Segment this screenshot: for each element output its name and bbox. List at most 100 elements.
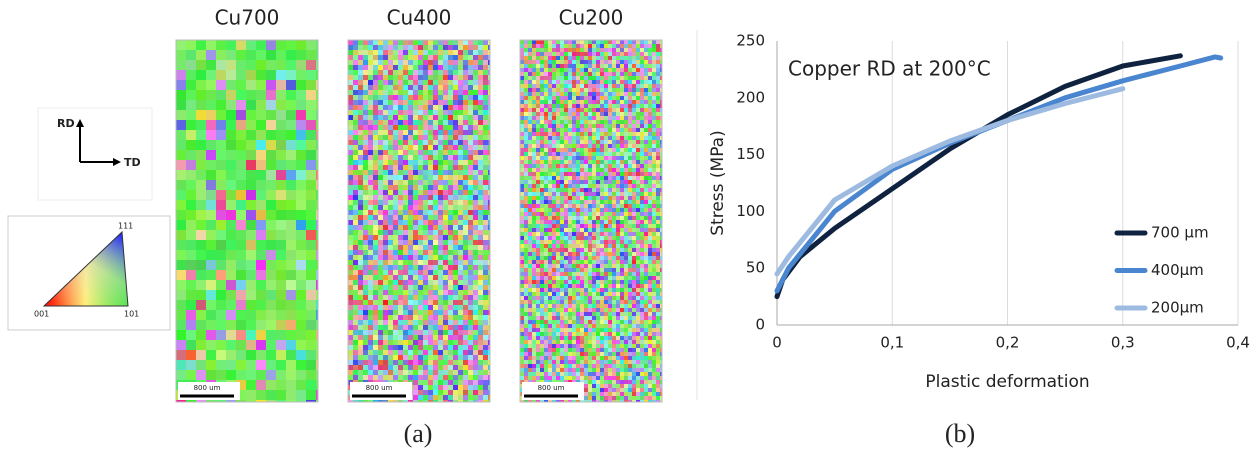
grain xyxy=(453,190,458,195)
grain xyxy=(548,84,552,88)
grain xyxy=(568,196,572,200)
grain xyxy=(612,256,616,260)
grain xyxy=(612,144,616,148)
grain xyxy=(393,260,398,265)
grain xyxy=(612,152,616,156)
grain xyxy=(564,260,568,264)
grain xyxy=(383,310,388,315)
grain xyxy=(453,295,458,300)
grain xyxy=(528,160,532,164)
grain xyxy=(600,68,604,72)
grain xyxy=(656,200,660,204)
grain xyxy=(560,284,564,288)
grain xyxy=(556,272,560,276)
grain xyxy=(388,205,393,210)
grain xyxy=(656,68,660,72)
grain xyxy=(443,255,448,260)
grain xyxy=(616,292,620,296)
grain xyxy=(592,184,596,188)
grain xyxy=(458,190,463,195)
grain xyxy=(348,45,353,50)
grain xyxy=(568,152,572,156)
grain xyxy=(478,140,483,145)
grain xyxy=(640,52,644,56)
grain xyxy=(398,175,403,180)
grain xyxy=(632,120,636,124)
grain xyxy=(656,40,660,44)
grain xyxy=(236,360,246,370)
grain xyxy=(640,124,644,128)
grain xyxy=(596,228,600,232)
grain xyxy=(483,370,488,375)
grain xyxy=(584,288,588,292)
grain xyxy=(564,192,568,196)
grain xyxy=(628,96,632,100)
grain xyxy=(548,216,552,220)
grain xyxy=(363,235,368,240)
grain xyxy=(378,100,383,105)
grain xyxy=(383,235,388,240)
grain xyxy=(652,236,656,240)
grain xyxy=(632,184,636,188)
grain xyxy=(468,300,473,305)
grain xyxy=(196,230,206,240)
grain xyxy=(478,315,483,320)
grain xyxy=(276,40,286,50)
grain xyxy=(358,295,363,300)
grain xyxy=(640,76,644,80)
grain xyxy=(383,95,388,100)
grain xyxy=(236,290,246,300)
grain xyxy=(644,152,648,156)
grain xyxy=(532,212,536,216)
grain xyxy=(408,235,413,240)
grain xyxy=(548,56,552,60)
grain xyxy=(540,100,544,104)
grain xyxy=(383,275,388,280)
grain xyxy=(584,188,588,192)
grain xyxy=(600,184,604,188)
grain xyxy=(548,204,552,208)
grain xyxy=(544,152,548,156)
grain xyxy=(604,284,608,288)
grain xyxy=(584,148,588,152)
grain xyxy=(363,275,368,280)
grain xyxy=(632,188,636,192)
grain xyxy=(413,180,418,185)
grain xyxy=(572,292,576,296)
grain xyxy=(418,225,423,230)
grain xyxy=(296,330,306,340)
grain xyxy=(608,164,612,168)
grain xyxy=(552,168,556,172)
grain xyxy=(560,288,564,292)
grain xyxy=(348,295,353,300)
grain xyxy=(536,156,540,160)
grain xyxy=(584,220,588,224)
grain xyxy=(544,208,548,212)
grain xyxy=(296,180,306,190)
grain xyxy=(443,375,448,380)
grain xyxy=(176,210,186,220)
grain xyxy=(378,375,383,380)
grain xyxy=(528,164,532,168)
grain xyxy=(560,224,564,228)
grain xyxy=(560,120,564,124)
grain xyxy=(544,140,548,144)
grain xyxy=(433,90,438,95)
grain xyxy=(624,40,628,44)
grain xyxy=(286,220,296,230)
grain xyxy=(448,215,453,220)
grain xyxy=(363,295,368,300)
grain xyxy=(483,90,488,95)
grain xyxy=(520,196,524,200)
ipf-triangle-overlay xyxy=(44,232,128,306)
grain xyxy=(458,50,463,55)
grain xyxy=(652,256,656,260)
grain xyxy=(393,150,398,155)
grain xyxy=(348,230,353,235)
grain xyxy=(600,116,604,120)
grain xyxy=(652,188,656,192)
grain xyxy=(388,265,393,270)
grain xyxy=(393,65,398,70)
ebsd-map: 800 umCu700 xyxy=(176,6,318,403)
grain xyxy=(624,176,628,180)
